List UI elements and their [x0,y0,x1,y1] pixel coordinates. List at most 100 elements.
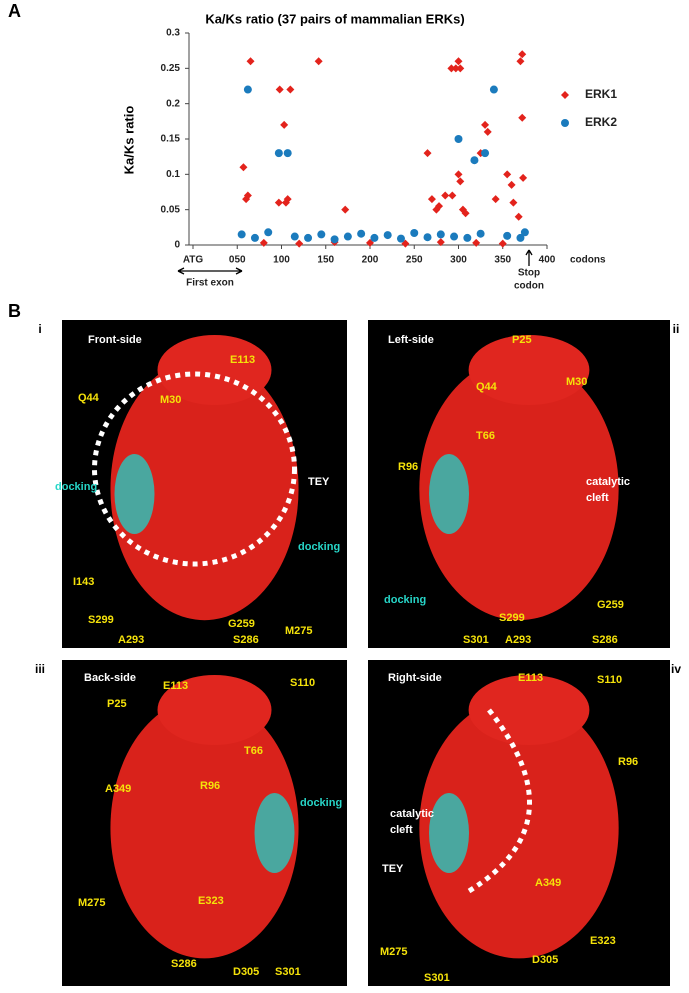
structure-label: G259 [228,618,255,630]
point [509,198,518,207]
panel-numeral: i [38,322,41,336]
structure-label: R96 [200,780,220,792]
point [423,149,432,158]
structure-label: D305 [532,954,558,966]
structure-label: cleft [390,824,413,836]
legend-marker [561,119,569,127]
structure-label: T66 [476,430,495,442]
structure-label: docking [298,541,340,553]
point [436,238,445,247]
panel-letter: A [8,1,21,21]
point [259,238,268,247]
structure-label: S286 [233,634,259,646]
point [516,57,525,66]
annotation: Stop [518,268,540,279]
point [246,57,255,66]
structure-label: docking [55,481,97,493]
point [483,127,492,136]
point [441,191,450,200]
point [503,170,512,179]
structure-label: TEY [382,863,404,875]
point [454,170,463,179]
annotation: First exon [186,278,234,289]
point [520,228,529,237]
point [489,85,498,94]
point [450,232,459,241]
x-tick-label: 300 [450,255,467,266]
structure-label: TEY [308,476,330,488]
panel-numeral: iii [35,662,45,676]
docking-region [254,793,295,873]
point [423,233,432,242]
structure-label: A349 [535,877,561,889]
point [383,231,392,240]
point [243,85,252,94]
structure-label: R96 [398,461,418,473]
point [357,229,366,238]
point [481,120,490,129]
point [463,233,472,242]
structure-label: M30 [160,394,181,406]
y-tick-label: 0.25 [161,63,181,74]
point [290,232,299,241]
point [283,195,292,204]
structure-label: catalytic [390,808,434,820]
x-tick-label: 400 [539,255,556,266]
chart-title: Ka/Ks ratio (37 pairs of mammalian ERKs) [205,11,464,26]
point [286,85,295,94]
point [514,212,523,221]
structure-label: S299 [499,612,525,624]
structure-label: Q44 [476,381,498,393]
structure-label: catalytic [586,476,630,488]
structure-label: S301 [275,966,301,978]
outline [467,708,532,894]
arrow [177,249,533,275]
structure-label: E113 [163,680,188,692]
legend-label: ERK2 [585,115,617,129]
protein [468,675,590,745]
structure-label: P25 [107,698,127,710]
point [451,64,460,73]
point [250,233,259,242]
structure-label: S301 [463,634,489,646]
y-tick-label: 0.05 [161,204,181,215]
x-tick-label: 050 [229,255,246,266]
structure-label: Q44 [78,392,100,404]
point [454,57,463,66]
point [518,113,527,122]
point [341,205,350,214]
x-tick-label: 200 [362,255,379,266]
structure-label: S286 [592,634,618,646]
structure-label: Right-side [388,672,442,684]
structure-label: A293 [118,634,144,646]
x-tick-label: 350 [494,255,511,266]
point [516,233,525,242]
protein [157,335,272,405]
point [410,228,419,237]
point [314,57,323,66]
structure-label: I143 [73,576,94,588]
structure-label: R96 [618,756,638,768]
structure-label: S301 [424,972,450,984]
structure-label: Back-side [84,672,136,684]
protein [419,357,619,621]
structure-label: A293 [505,634,531,646]
structure-label: E323 [590,935,616,947]
point [507,180,516,189]
protein [110,697,299,959]
structure-label: P25 [512,334,532,346]
y-tick-label: 0 [174,240,180,251]
point [275,85,284,94]
protein [468,335,590,405]
panel-numeral: iv [671,662,681,676]
annotation: codon [514,281,544,292]
structure-label: Left-side [388,334,434,346]
outline [92,371,297,567]
point [447,64,456,73]
point [435,202,444,211]
structure-label: M275 [285,625,313,637]
point [456,64,465,73]
legend-marker [561,91,569,99]
structure-label: M275 [78,897,106,909]
